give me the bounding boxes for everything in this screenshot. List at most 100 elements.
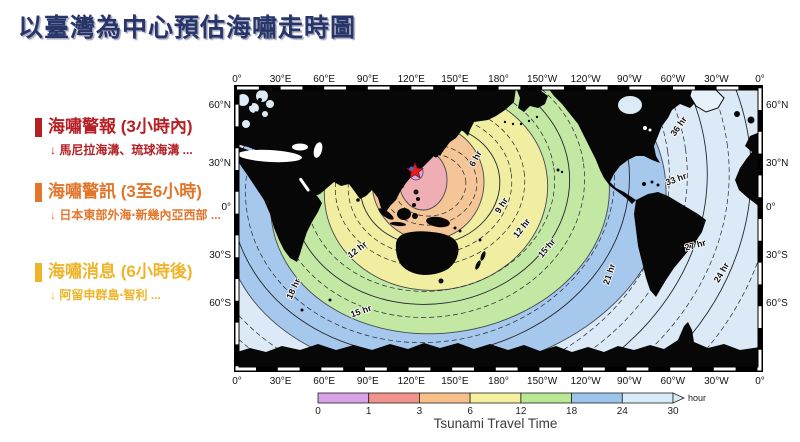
hudson-bay	[618, 96, 642, 114]
lon-tick-label: 180°	[488, 74, 509, 85]
lon-tick-label: 90°W	[617, 74, 642, 85]
lon-tick-label: 30°W	[704, 74, 729, 85]
lon-tick-label: 90°W	[617, 376, 642, 387]
legend-item-advisory: 海嘯警訊 (3至6小時) ↓ 日本東部外海‧新幾內亞西部 ...	[35, 182, 221, 223]
legend-item-title: 海嘯消息 (6小時後)	[48, 262, 193, 282]
landmass-sakhalin	[447, 130, 452, 143]
landmass-eurasia	[237, 88, 516, 212]
colorbar-tick: 12	[515, 406, 527, 417]
lon-tick-label: 120°W	[571, 74, 602, 85]
lon-tick-label: 180°	[488, 376, 509, 387]
legend-item-subtitle: ↓ 日本東部外海‧新幾內亞西部 ...	[50, 208, 221, 222]
colorbar-tick: 30	[667, 406, 679, 417]
landmass-new-guinea	[426, 216, 450, 228]
lon-tick-label: 150°E	[441, 376, 469, 387]
red-sea	[299, 177, 310, 192]
lat-tick-label: 60°S	[209, 298, 231, 309]
landmass-philippines	[413, 189, 419, 195]
lat-tick-label: 60°N	[209, 100, 231, 111]
mediterranean-sea	[238, 149, 302, 163]
lon-tick-label: 90°E	[357, 376, 379, 387]
landmass-new-zealand	[480, 251, 486, 261]
latitude-labels-right: 60°N 30°N 0° 30°S 60°S	[766, 100, 788, 309]
landmass-tasmania	[438, 278, 444, 284]
lon-tick-label: 60°W	[661, 74, 686, 85]
landmass-iceland	[734, 111, 740, 117]
lat-tick-label: 0°	[221, 202, 231, 213]
legend-color-bar	[35, 118, 42, 137]
epicenter-star-icon	[406, 161, 424, 179]
landmass-borneo	[397, 208, 411, 220]
landmass-africa	[237, 146, 322, 262]
lon-tick-label: 30°E	[270, 74, 292, 85]
colorbar-segment	[418, 392, 471, 404]
lat-tick-label: 30°S	[766, 250, 788, 261]
latitude-labels-left: 60°N 30°N 0° 30°S 60°S	[209, 100, 232, 309]
legend-color-bar	[35, 183, 42, 202]
colorbar-segment	[469, 392, 522, 404]
lon-tick-label: 30°W	[704, 376, 729, 387]
lon-tick-label: 150°W	[527, 376, 558, 387]
colorbar-tick: 6	[467, 406, 473, 417]
continents	[237, 88, 760, 369]
colorbar-unit: hour	[688, 393, 706, 403]
longitude-labels-top: 0° 30°E 60°E 90°E 120°E 150°E 180° 150°W…	[232, 74, 765, 85]
colorbar-tick: 0	[315, 406, 321, 417]
colorbar-tick: 18	[566, 406, 578, 417]
legend-item-title: 海嘯警訊 (3至6小時)	[48, 182, 202, 202]
lon-tick-label: 0°	[232, 74, 242, 85]
colorbar-tick: 1	[366, 406, 372, 417]
lon-tick-label: 0°	[232, 376, 242, 387]
caspian-sea	[313, 142, 323, 158]
lat-tick-label: 30°N	[766, 158, 788, 169]
lon-tick-label: 60°W	[661, 376, 686, 387]
black-sea	[292, 143, 308, 151]
map-body: 6 hr 9 hr 12 hr 15 hr 21 hr 12 hr 15 hr …	[237, 88, 760, 369]
landmass-north-america	[548, 88, 703, 204]
lon-tick-label: 0°	[755, 376, 765, 387]
inland-seas	[237, 88, 725, 192]
lon-tick-label: 90°E	[357, 74, 379, 85]
landmass-sulawesi	[412, 213, 418, 219]
landmass-java	[390, 221, 406, 227]
colorbar-segment	[621, 392, 674, 404]
lat-tick-label: 60°S	[766, 298, 788, 309]
landmass-british-isles	[747, 116, 755, 124]
legend-item-warning: 海嘯警報 (3小時內) ↓ 馬尼拉海溝、琉球海溝 ...	[35, 117, 193, 158]
legend-item-subtitle: ↓ 阿留申群島‧智利 ...	[50, 288, 161, 302]
colorbar-title: Tsunami Travel Time	[434, 416, 558, 431]
landmass-west-africa-edge	[735, 132, 760, 208]
lon-tick-label: 150°E	[441, 74, 469, 85]
colorbar-tick: 24	[617, 406, 629, 417]
legend-color-bar	[35, 263, 42, 282]
map-frame	[234, 85, 763, 372]
landmass-alaska	[516, 88, 548, 112]
lon-tick-label: 120°E	[398, 376, 426, 387]
landmass-sri-lanka	[356, 198, 360, 202]
landmass-south-america	[634, 192, 706, 297]
colorbar-segment	[368, 392, 420, 404]
legend-item-information: 海嘯消息 (6小時後) ↓ 阿留申群島‧智利 ...	[35, 262, 193, 303]
lat-tick-label: 60°N	[766, 100, 788, 111]
lat-tick-label: 0°	[766, 202, 776, 213]
lat-tick-label: 30°N	[209, 158, 231, 169]
colorbar-arrow	[672, 392, 685, 404]
legend-item-title: 海嘯警報 (3小時內)	[48, 117, 193, 137]
lon-tick-label: 30°E	[270, 376, 292, 387]
lon-tick-label: 60°E	[313, 376, 335, 387]
colorbar-segment	[520, 392, 573, 404]
lat-tick-label: 30°S	[209, 250, 231, 261]
lon-tick-label: 0°	[755, 74, 765, 85]
landmass-antarctica	[237, 322, 760, 369]
colorbar-segment	[317, 392, 370, 404]
colorbar-segment	[571, 392, 623, 404]
colorbar: 0 1 3 6 12 18 24 30 hour Tsunami Travel …	[315, 392, 706, 431]
colorbar-tick: 3	[417, 406, 423, 417]
lon-tick-label: 60°E	[313, 74, 335, 85]
landmass-kyushu	[433, 152, 439, 158]
lon-tick-label: 120°E	[398, 74, 426, 85]
legend-item-subtitle: ↓ 馬尼拉海溝、琉球海溝 ...	[50, 143, 193, 157]
longitude-labels-bottom: 0° 30°E 60°E 90°E 120°E 150°E 180° 150°W…	[232, 376, 765, 387]
